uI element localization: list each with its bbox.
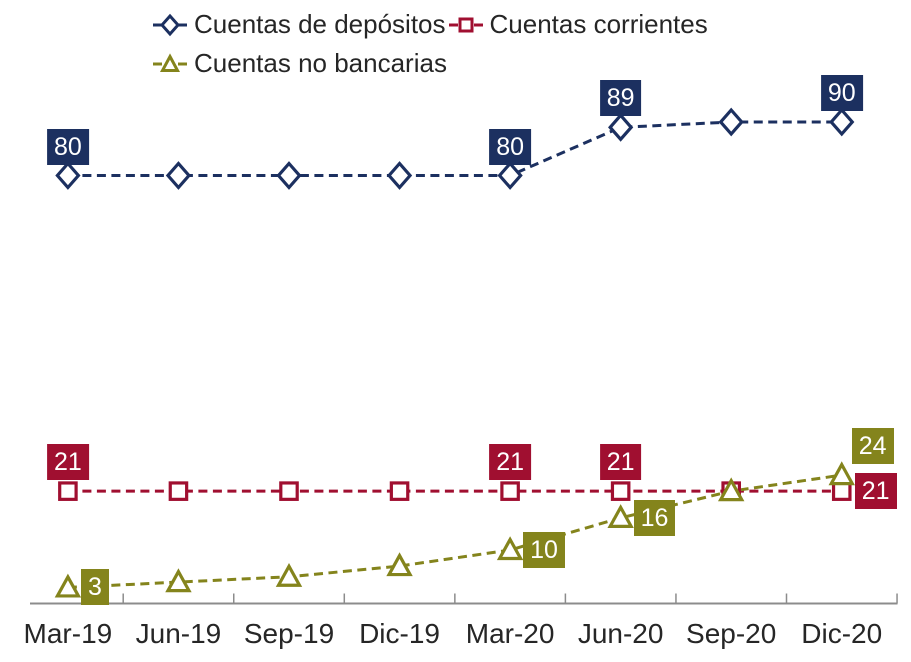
data-point-diamond	[718, 107, 744, 137]
data-point-diamond	[55, 161, 81, 190]
legend-label: Cuentas no bancarias	[194, 48, 447, 78]
data-point-square	[389, 481, 410, 501]
series-line-cuentas-de-depositos	[67, 120, 842, 177]
data-point-diamond	[829, 107, 855, 137]
data-point-triangle	[717, 477, 745, 502]
legend-label: Cuentas corrientes	[489, 9, 708, 39]
legend-marker-square-icon	[448, 17, 483, 32]
data-point-triangle	[607, 504, 634, 528]
series-line-cuentas-no-bancarias	[67, 473, 842, 589]
data-point-triangle	[386, 552, 413, 577]
data-point-square	[831, 481, 852, 501]
data-point-triangle	[54, 573, 82, 598]
legend-marker-diamond-icon	[153, 13, 187, 36]
legend-label: Cuentas de depósitos	[194, 9, 446, 39]
data-point-diamond	[165, 161, 192, 190]
data-point-square	[168, 481, 189, 501]
data-point-square	[500, 481, 520, 501]
data-point-diamond	[608, 112, 634, 142]
data-point-square	[279, 481, 299, 501]
data-point-diamond	[497, 161, 523, 190]
legend-item-cuentas-de-depositos: Cuentas de depósitos	[152, 9, 446, 40]
data-point-triangle	[496, 536, 524, 561]
data-point-diamond	[276, 161, 302, 190]
legend-marker-triangle-icon	[153, 52, 187, 72]
data-point-triangle	[828, 461, 855, 486]
data-point-diamond	[386, 161, 413, 190]
data-point-square	[58, 481, 78, 501]
data-point-square	[610, 481, 631, 501]
legend: Cuentas de depósitos Cuentas corrientes Cu…	[152, 9, 752, 79]
data-point-triangle	[275, 562, 303, 587]
data-point-triangle	[165, 568, 192, 593]
legend-item-cuentas-no-bancarias: Cuentas no bancarias	[152, 48, 447, 79]
legend-item-cuentas-corrientes: Cuentas corrientes	[448, 9, 708, 40]
